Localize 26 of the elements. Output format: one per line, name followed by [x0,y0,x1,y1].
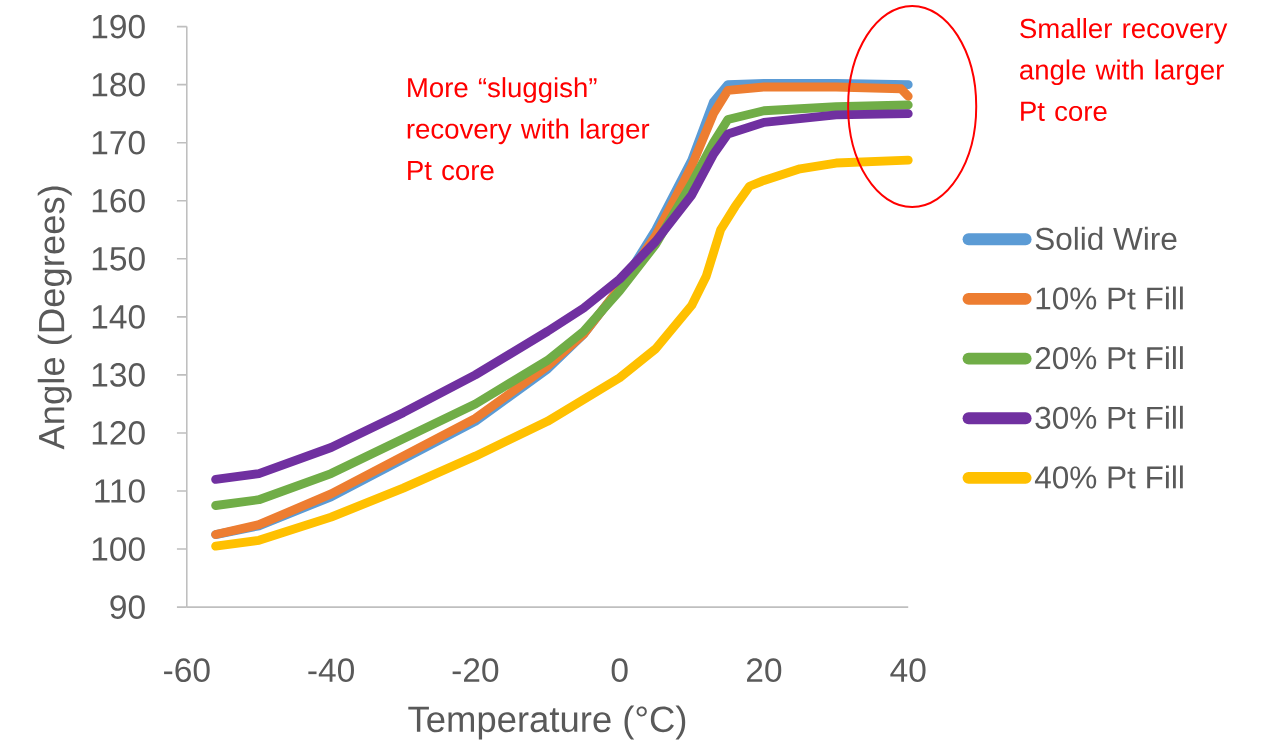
legend-label: 30% Pt Fill [1035,405,1183,429]
legend-label: 10% Pt Fill [1036,286,1183,310]
text: Smaller recovery angle with larger Pt core [1020,17,1228,122]
y-tick-label: 160 [92,188,145,213]
y-tick-label: 150 [92,246,145,271]
y-tick-label: 170 [92,130,145,155]
y-tick-label: 190 [92,14,145,39]
x-tick-label: 40 [890,658,926,683]
y-tick-label: 120 [92,421,145,445]
y-tick-label: 90 [110,595,145,619]
y-tick-label: 140 [92,304,145,329]
x-tick-label: 20 [746,658,782,683]
x-axis-title: Temperature (°C) [408,705,686,740]
annotation: More “sluggish” recovery with larger Pt core [407,77,650,181]
x-tick-label: -20 [452,658,499,683]
y-tick-label: 180 [92,72,145,97]
legend-label: Solid Wire [1035,226,1177,250]
x-tick-label: 0 [611,658,628,683]
y-axis-title: Angle (Degrees) [37,186,72,450]
x-tick-label: -40 [308,658,354,683]
legend-label: 20% Pt Fill [1035,346,1183,370]
y-tick-label: 130 [92,363,145,387]
x-tick-label: -60 [164,658,210,683]
y-tick-label: 100 [92,537,145,561]
y-tick-label: 110 [95,479,145,503]
legend-label: 40% Pt Fill [1034,465,1183,489]
